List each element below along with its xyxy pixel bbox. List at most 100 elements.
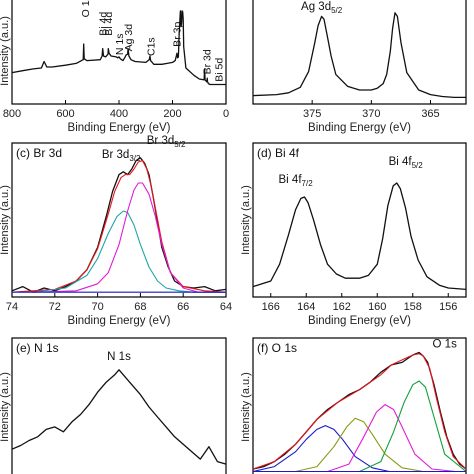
series-line-f-5 — [359, 380, 467, 472]
peak-annotation-text: Br 3d — [102, 149, 130, 161]
peak-annotation-text: O 1s — [433, 339, 458, 351]
peak-annotation: O 1s — [80, 0, 92, 17]
panel-c: 74 72 70 68 66 64 Binding Energy (eV) Intensity… — [0, 135, 232, 327]
panel-frame — [252, 337, 467, 474]
peak-annotation-text: Br 3d — [202, 49, 214, 74]
x-tick-label: 160 — [368, 301, 386, 313]
series-line-f-1 — [252, 353, 467, 470]
x-tick-label: 0 — [223, 108, 229, 120]
peak-annotation-text: Ag 3d — [301, 1, 331, 13]
x-tick-label: 162 — [333, 301, 351, 313]
series-line-c-0 — [11, 157, 227, 293]
series-line-f-3 — [295, 417, 424, 473]
peak-annotation: Br 3p — [172, 22, 184, 47]
x-tick-label: 158 — [404, 301, 422, 313]
x-tick-label: 370 — [362, 108, 380, 120]
peak-annotation: Br 3d — [202, 49, 214, 74]
peak-annotation-text: N 1s — [114, 33, 126, 55]
peak-annotation-text: N 1s — [107, 351, 131, 363]
series-line-f-0 — [252, 351, 467, 470]
series-line-f-4 — [327, 404, 456, 473]
peak-annotation-text: Bi 4f — [389, 156, 413, 168]
panel-label: (d) Bi 4f — [257, 146, 300, 160]
x-ticks: 166 164 162 160 158 156 — [262, 293, 457, 313]
peak-annotation: Bi 4d — [103, 12, 115, 36]
peak-annotation: N 1s — [114, 33, 126, 55]
x-axis-label: Binding Energy (eV) — [308, 122, 411, 134]
panel-e: Intensity (a.u.) (e) N 1s N 1s — [0, 337, 227, 474]
x-tick-label: 74 — [6, 301, 18, 313]
peak-annotation-text: Bi 4d — [97, 12, 109, 36]
panel-label: (e) N 1s — [16, 341, 59, 355]
x-axis-label: Binding Energy (eV) — [68, 315, 171, 327]
panel-f: Intensity (a.u.) (f) O 1s O 1s — [240, 337, 467, 474]
x-tick-label: 166 — [262, 301, 280, 313]
panel-b: 375 370 365 Binding Energy (eV) Ag 3d5/2 — [252, 0, 467, 134]
x-tick-label: 66 — [177, 301, 189, 313]
series-line-a-0 — [11, 10, 226, 86]
peak-annotation: Bi 4f7/2 — [279, 174, 314, 188]
panel-frame — [252, 0, 467, 105]
peak-annotation-sub: 5/2 — [412, 161, 424, 170]
peak-annotation-text: Bi 4f — [279, 174, 303, 186]
peak-annotation: Bi 5d — [214, 58, 226, 82]
x-tick-label: 365 — [421, 108, 439, 120]
peak-annotation-sub: 5/2 — [331, 6, 343, 15]
peak-annotation-text: Bi 5d — [214, 58, 226, 82]
series-line-c-1 — [11, 160, 227, 293]
panel-label: (f) O 1s — [257, 341, 297, 355]
peak-annotation-text: C1s — [146, 37, 158, 56]
x-ticks: 74 72 70 68 66 64 — [6, 293, 232, 313]
peak-annotation-text: Ag 3d — [123, 24, 135, 52]
x-tick-label: 375 — [303, 108, 321, 120]
peak-annotation-text: Bi 4d — [103, 12, 115, 36]
series-line-b-0 — [252, 12, 466, 99]
panel-label: (c) Br 3d — [16, 146, 62, 160]
peak-annotation-text: O 1s — [80, 0, 92, 17]
panel-a: 800 600 400 200 0 Binding Energy (eV) Intensit… — [0, 0, 229, 134]
panel-d: 166 164 162 160 158 156 Binding Energy (eV) Int… — [240, 142, 467, 327]
peak-annotation-sub: 7/2 — [302, 179, 314, 188]
x-ticks: 375 370 365 — [303, 100, 440, 120]
x-tick-label: 68 — [134, 301, 146, 313]
x-axis-label: Binding Energy (eV) — [68, 122, 171, 134]
series-line-c-3 — [33, 182, 226, 293]
peak-annotation: Br 3d3/2 — [102, 149, 141, 163]
panel-frame — [11, 337, 227, 474]
y-axis-label: Intensity (a.u.) — [0, 185, 11, 255]
x-tick-label: 64 — [220, 301, 232, 313]
panel-frame — [11, 142, 227, 298]
series-line-e-0 — [11, 369, 227, 465]
x-tick-label: 600 — [56, 108, 74, 120]
peak-annotation: Br 3d5/2 — [147, 135, 186, 149]
x-ticks: 800 600 400 200 0 — [3, 100, 229, 120]
peak-annotation: Ag 3d5/2 — [301, 1, 343, 15]
peak-annotation: C1s — [146, 37, 158, 56]
peak-annotation: N 1s — [107, 351, 131, 363]
peak-annotation-sub: 5/2 — [174, 140, 186, 149]
series-line-f-2 — [252, 425, 466, 473]
y-axis-label: Intensity (a.u.) — [0, 372, 11, 442]
peak-annotation: O 1s — [433, 339, 458, 351]
series-line-d-0 — [252, 182, 467, 291]
x-tick-label: 164 — [297, 301, 315, 313]
x-tick-label: 156 — [439, 301, 457, 313]
panel-frame — [252, 142, 467, 298]
x-tick-label: 72 — [49, 301, 61, 313]
peak-annotation-text: Br 3d — [147, 135, 175, 147]
x-tick-label: 400 — [110, 108, 128, 120]
peak-annotation: Bi 4d — [97, 12, 109, 36]
x-axis-label: Binding Energy (eV) — [308, 315, 411, 327]
y-axis-label: Intensity (a.u.) — [240, 372, 252, 442]
peak-annotation: Bi 4f5/2 — [389, 156, 424, 170]
y-axis-label: Intensity (a.u.) — [0, 16, 11, 86]
series-line-c-2 — [33, 210, 226, 293]
y-axis-label: Intensity (a.u.) — [240, 185, 252, 255]
peak-annotation-text: Br 3p — [172, 22, 184, 47]
x-tick-label: 200 — [163, 108, 181, 120]
peak-annotation: Ag 3d — [123, 24, 135, 52]
x-tick-label: 70 — [91, 301, 103, 313]
peak-annotation-sub: 3/2 — [129, 154, 141, 163]
x-tick-label: 800 — [3, 108, 21, 120]
